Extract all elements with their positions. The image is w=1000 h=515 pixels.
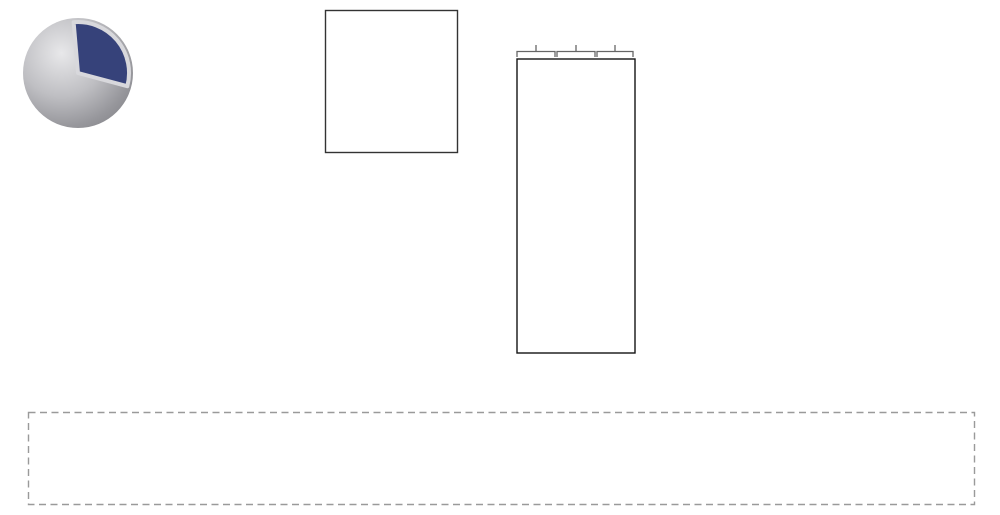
plot-frame [516,58,636,354]
core-shell-sphere [23,18,133,128]
region-brackets [516,45,634,57]
legend-box [27,411,976,506]
etu-inset-box [324,9,459,154]
